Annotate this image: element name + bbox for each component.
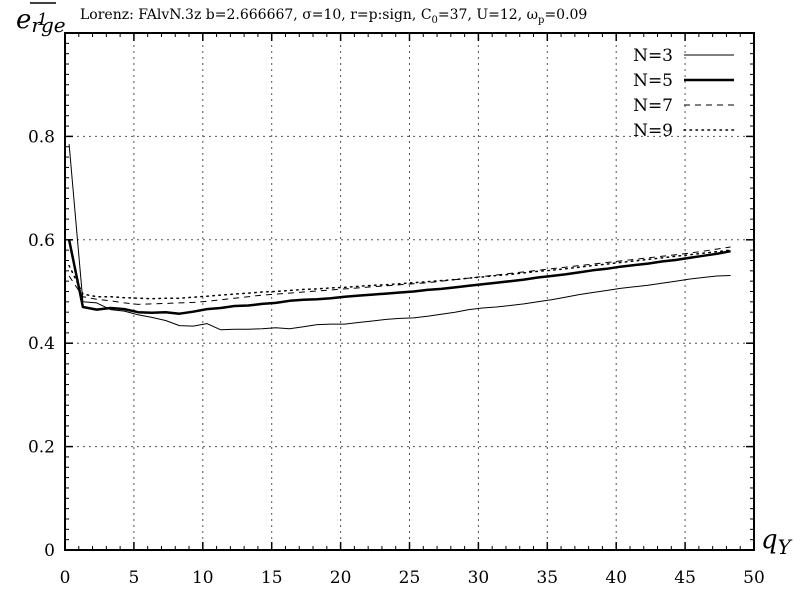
y-axis-label: erge (16, 5, 66, 37)
y-tick-label: 0 (44, 541, 55, 561)
x-tick-label: 0 (60, 568, 71, 588)
series-line-n3 (68, 144, 731, 331)
x-tick-label: 25 (399, 568, 421, 588)
series-line-n7 (68, 246, 731, 305)
x-axis-label: qY (761, 525, 793, 559)
y-tick-label: 0.4 (28, 334, 55, 354)
x-tick-label: 5 (128, 568, 139, 588)
legend-label: N=7 (633, 96, 673, 116)
x-tick-label: 45 (674, 568, 696, 588)
legend: N=3 N=5 N=7 N=9 (633, 46, 735, 141)
x-tick-label: 50 (743, 568, 765, 588)
series-lines (67, 144, 732, 331)
x-tick-label: 35 (536, 568, 558, 588)
grid-lines (65, 33, 754, 550)
series-line-n9 (68, 249, 732, 300)
y-tick-label: 0.2 (28, 438, 55, 458)
x-tick-label: 15 (261, 568, 283, 588)
y-tick-label: 0.6 (28, 231, 55, 251)
y-tick-label: 0.8 (28, 127, 55, 147)
x-tick-label: 20 (330, 568, 352, 588)
series-line-n5 (67, 239, 731, 315)
x-tick-label: 30 (468, 568, 490, 588)
legend-label: N=5 (633, 71, 673, 91)
plot-frame (64, 32, 755, 551)
legend-label: N=3 (633, 46, 673, 66)
tick-labels: 0 5 10 15 20 25 30 35 40 45 50 0 0.2 0.4 0.6 0.8 (28, 127, 765, 588)
y-axis-label-tail: 1 (37, 10, 48, 30)
legend-label: N=9 (633, 121, 673, 141)
x-tick-label: 40 (605, 568, 627, 588)
x-tick-label: 10 (192, 568, 214, 588)
chart-title: Lorenz: FAlvN.3z b=2.666667, σ=10, r=p:s… (80, 7, 587, 26)
